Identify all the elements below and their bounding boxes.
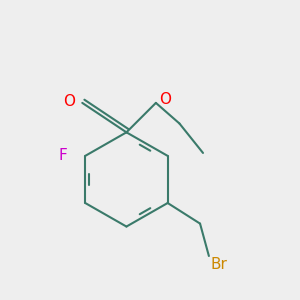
Text: O: O bbox=[63, 94, 75, 109]
Text: F: F bbox=[59, 148, 68, 164]
Text: O: O bbox=[159, 92, 171, 107]
Text: Br: Br bbox=[210, 257, 227, 272]
